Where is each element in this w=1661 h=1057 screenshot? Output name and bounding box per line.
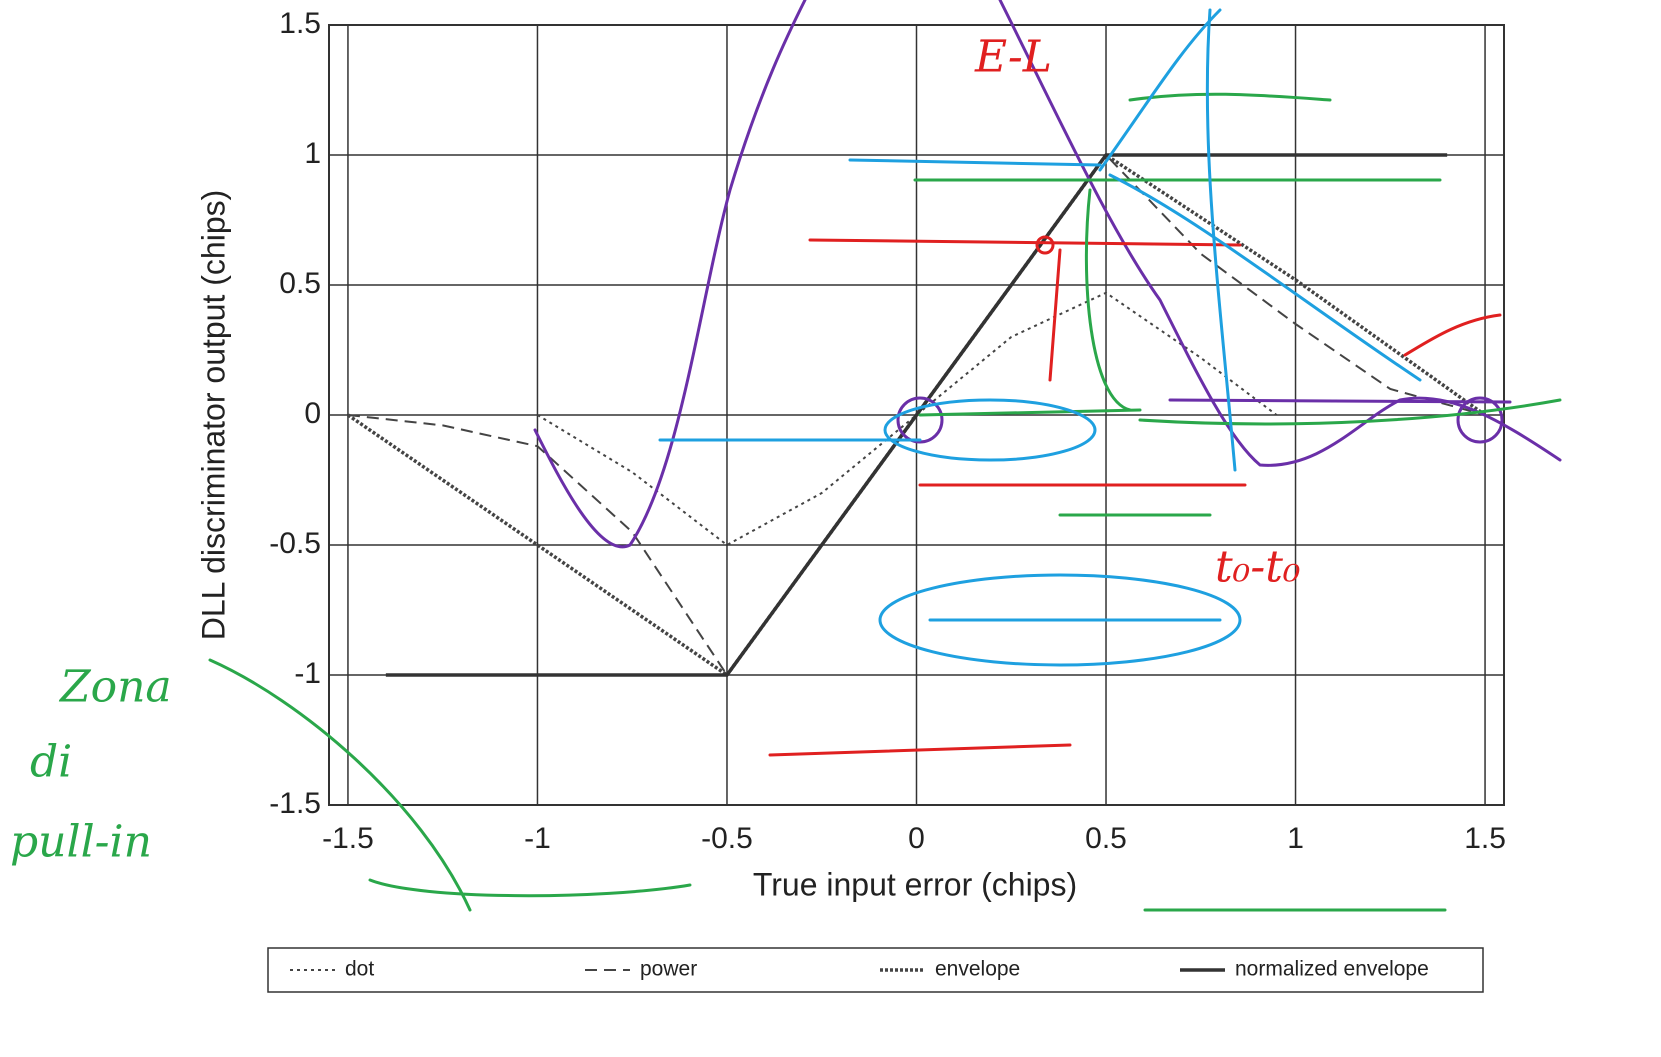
handwriting	[210, 0, 1560, 910]
x-tick-label: 1.5	[1464, 822, 1506, 855]
y-tick-label: -1	[294, 657, 321, 690]
legend-label: power	[640, 958, 697, 981]
y-tick-label: -1.5	[269, 787, 321, 820]
chart: -1.5 -1 -0.5 0 0.5 1 1.5 1.5 1 0.5 0 -0.5 -1 -1.5 dot p…	[0, 0, 1661, 1057]
x-tick-label: -1	[524, 822, 551, 855]
x-tick-label: 0.5	[1085, 822, 1127, 855]
y-tick-label: 0.5	[279, 267, 321, 300]
y-tick-label: 1.5	[279, 7, 321, 40]
annotation: pull-in	[10, 817, 152, 868]
annotation: Zona	[58, 662, 172, 713]
y-tick-label: -0.5	[269, 527, 321, 560]
x-tick-label: -0.5	[701, 822, 753, 855]
annotation: t₀-t₀	[1215, 542, 1301, 593]
x-tick-label: -1.5	[322, 822, 374, 855]
annotation: E-L	[974, 32, 1052, 83]
x-tick-label: 1	[1287, 822, 1304, 855]
y-tick-label: 1	[304, 137, 321, 170]
y-tick-label: 0	[304, 397, 321, 430]
legend-label: dot	[345, 958, 374, 981]
legend-label: normalized envelope	[1235, 958, 1429, 981]
annotation: di	[30, 737, 72, 788]
legend-label: envelope	[935, 958, 1020, 981]
y-axis-title: DLL discriminator output (chips)	[195, 190, 231, 641]
x-axis-title: True input error (chips)	[753, 866, 1077, 902]
x-tick-label: 0	[908, 822, 925, 855]
